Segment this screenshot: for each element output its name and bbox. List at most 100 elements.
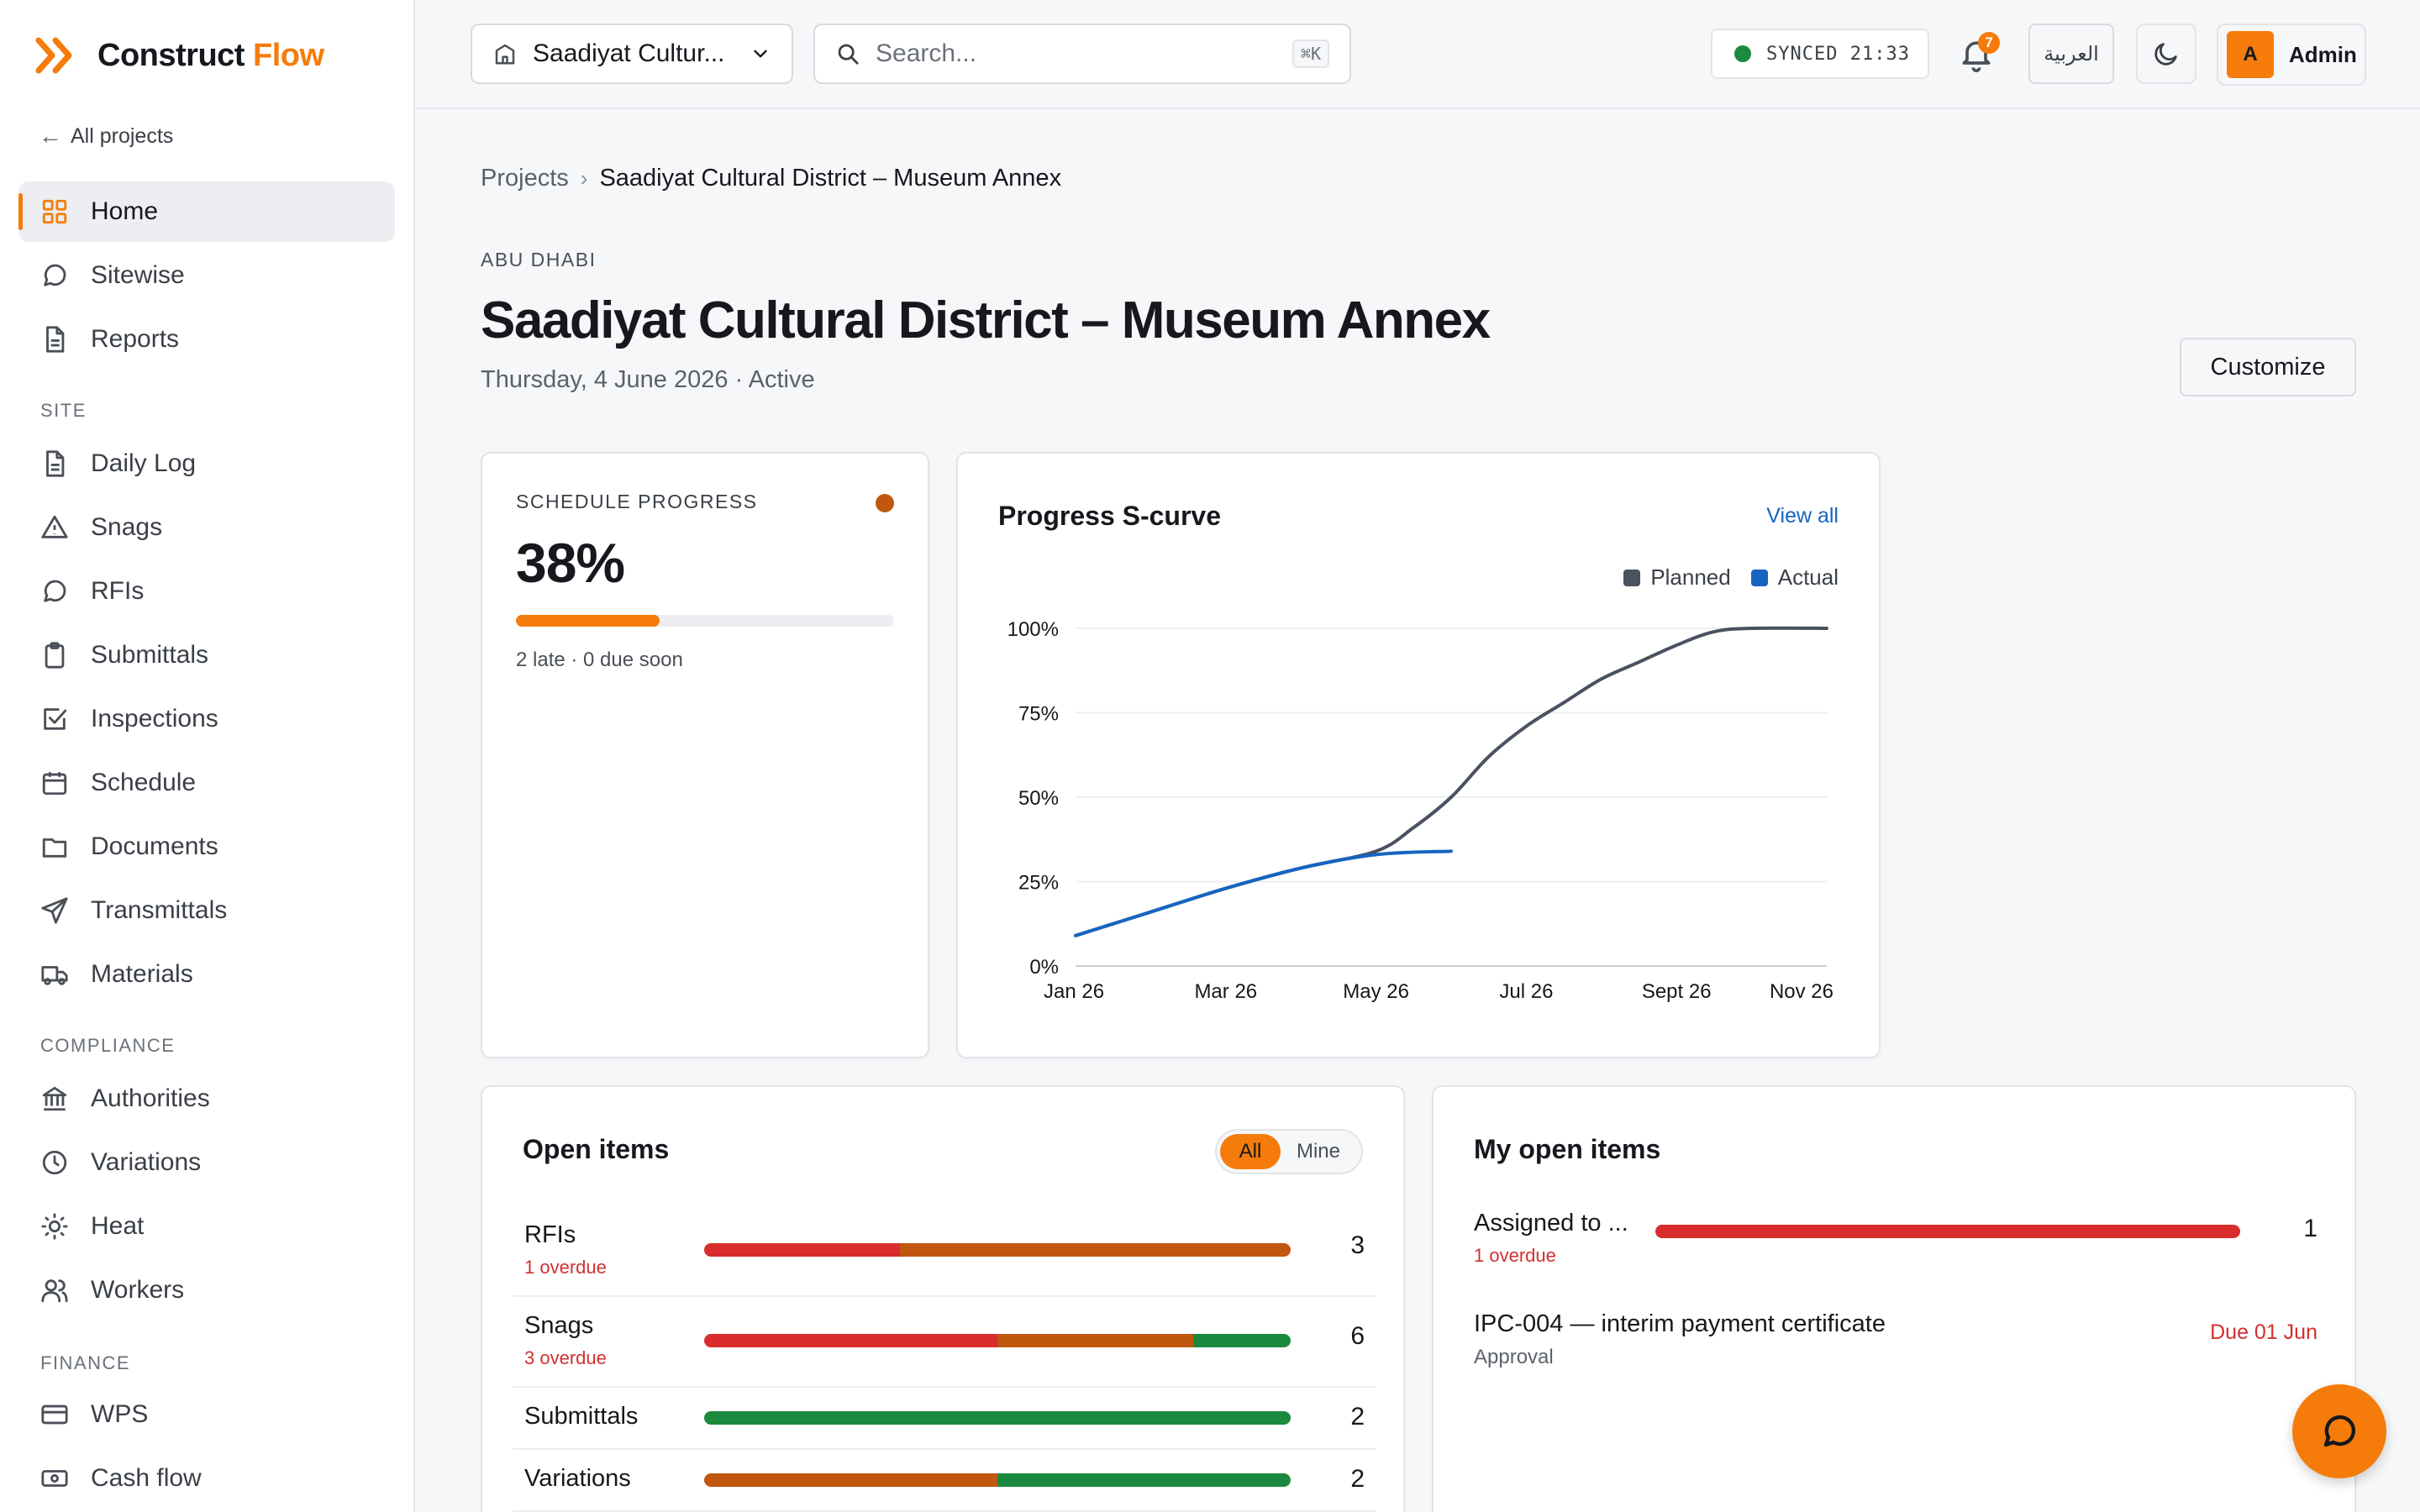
legend-swatch-planned <box>1623 569 1641 586</box>
sidebar-item-variations[interactable]: Variations <box>18 1132 395 1193</box>
s-curve-card: 0% 25% 50% 75% 100% Jan 26 Mar 26 May 26 Jul 26 S… <box>956 452 1881 1058</box>
sidebar-item-materials[interactable]: Materials <box>18 944 395 1005</box>
open-items-filter: All Mine <box>1215 1129 1363 1174</box>
users-icon <box>41 1279 68 1303</box>
building-icon <box>495 44 515 65</box>
list-item[interactable]: Assigned to ... 1 overdue 1 <box>1474 1210 2317 1268</box>
search-shortcut: ⌘K <box>1292 39 1329 68</box>
all-projects-label: All projects <box>71 123 174 148</box>
sidebar-item-inspections[interactable]: Inspections <box>18 689 395 749</box>
bar-segment <box>704 1473 997 1487</box>
x-tick-label: Mar 26 <box>1194 980 1257 1003</box>
sidebar-item-rfis[interactable]: RFIs <box>18 561 395 622</box>
series-line-actual <box>1074 849 1453 937</box>
s-curve-chart: 0% 25% 50% 75% 100% Jan 26 Mar 26 May 26 Jul 26 S… <box>1007 618 1833 1003</box>
brand-name-part1: Construct <box>97 37 245 73</box>
sidebar-item-label: WPS <box>91 1400 149 1428</box>
landmark-icon <box>42 1086 67 1111</box>
item-name: Submittals <box>524 1403 639 1430</box>
x-tick-label: Jul 26 <box>1499 980 1553 1003</box>
item-count: 2 <box>1350 1403 1365 1431</box>
list-item[interactable]: Snags 3 overdue 6 <box>513 1297 1376 1388</box>
chat-fab-button[interactable] <box>2292 1384 2386 1478</box>
x-tick-label: May 26 <box>1343 980 1409 1003</box>
bar-segment <box>704 1243 900 1257</box>
cash-icon <box>41 1470 68 1487</box>
sidebar-item-label: Cash flow <box>91 1464 202 1492</box>
sidebar-item-snags[interactable]: Snags <box>18 497 395 558</box>
sidebar-item-sitewise[interactable]: Sitewise <box>18 245 395 306</box>
schedule-progress-percent: 38% <box>516 532 625 594</box>
breadcrumb-current: Saadiyat Cultural District – Museum Anne… <box>599 165 1062 192</box>
item-bar <box>704 1243 1291 1257</box>
send-icon <box>41 897 68 924</box>
all-projects-link[interactable]: ← All projects <box>39 123 173 150</box>
search-input[interactable]: Search... ⌘K <box>813 24 1351 84</box>
x-tick-label: Sept 26 <box>1642 980 1712 1003</box>
item-bar <box>704 1334 1291 1347</box>
project-select[interactable]: Saadiyat Cultur... <box>471 24 793 84</box>
arrow-left-icon: ← <box>39 123 62 149</box>
legend-item-planned: Planned <box>1623 564 1731 591</box>
list-item[interactable]: IPC-004 — interim payment certificate Ap… <box>1474 1310 2317 1369</box>
y-tick-label: 50% <box>1018 787 1059 810</box>
truck-icon <box>41 966 68 985</box>
customize-button[interactable]: Customize <box>2180 338 2356 396</box>
list-item[interactable]: Submittals 2 <box>513 1388 1376 1450</box>
breadcrumb-projects[interactable]: Projects <box>481 165 569 192</box>
item-count: 6 <box>1350 1322 1365 1350</box>
assigned-name: Assigned to ... <box>1474 1210 1628 1236</box>
schedule-progress-fill <box>516 615 660 627</box>
schedule-progress-note: 2 late · 0 due soon <box>516 648 683 671</box>
sidebar-item-wps[interactable]: WPS <box>18 1384 395 1445</box>
sidebar-item-documents[interactable]: Documents <box>18 816 395 877</box>
sidebar-item-transmittals[interactable]: Transmittals <box>18 880 395 941</box>
legend-label-planned: Planned <box>1650 564 1731 590</box>
notifications-button[interactable]: 7 <box>1958 32 2000 72</box>
filter-all-button[interactable]: All <box>1220 1134 1281 1169</box>
project-select-value: Saadiyat Cultur... <box>533 39 725 67</box>
series-line-planned <box>1074 626 1828 937</box>
sidebar-item-reports[interactable]: Reports <box>18 309 395 370</box>
theme-toggle-button[interactable] <box>2136 24 2196 84</box>
sidebar-item-daily-log[interactable]: Daily Log <box>18 433 395 494</box>
sidebar-item-label: Variations <box>91 1148 202 1176</box>
item-type: Approval <box>1474 1346 1554 1368</box>
sidebar-item-label: Schedule <box>91 769 197 796</box>
file-text-icon <box>46 326 65 353</box>
sidebar-item-label: Transmittals <box>91 896 228 924</box>
user-menu-button[interactable]: A Admin <box>2217 24 2366 86</box>
schedule-progress-bar <box>516 615 894 627</box>
grid-icon <box>42 199 67 224</box>
sidebar-item-workers[interactable]: Workers <box>18 1260 395 1320</box>
x-tick-label: Jan 26 <box>1044 980 1104 1003</box>
chevrons-logo-icon <box>35 37 72 74</box>
sidebar-item-heat[interactable]: Heat <box>18 1196 395 1257</box>
y-tick-label: 25% <box>1018 872 1059 895</box>
file-text-icon <box>46 450 65 477</box>
sidebar-item-label: Snags <box>91 513 163 541</box>
sidebar-item-schedule[interactable]: Schedule <box>18 753 395 813</box>
project-location: ABU DHABI <box>481 249 597 270</box>
view-all-link[interactable]: View all <box>1766 504 1839 528</box>
sidebar-item-label: Submittals <box>91 641 209 669</box>
status-dot-icon <box>876 494 894 512</box>
schedule-progress-card: SCHEDULE PROGRESS 38% 2 late · 0 due soo… <box>481 452 929 1058</box>
assigned-overdue: 1 overdue <box>1474 1245 1556 1266</box>
sidebar-item-submittals[interactable]: Submittals <box>18 625 395 685</box>
legend-swatch-actual <box>1750 569 1768 586</box>
item-count: 2 <box>1350 1465 1365 1493</box>
item-bar <box>704 1411 1291 1425</box>
list-item[interactable]: RFIs 1 overdue 3 <box>513 1208 1376 1297</box>
list-item[interactable]: Variations 2 <box>513 1450 1376 1512</box>
item-name: RFIs <box>524 1221 576 1248</box>
legend-item-actual: Actual <box>1750 564 1839 591</box>
sidebar-item-label: Authorities <box>91 1084 210 1112</box>
sidebar-item-cash-flow[interactable]: Cash flow <box>18 1448 395 1509</box>
filter-mine-button[interactable]: Mine <box>1296 1140 1341 1163</box>
sidebar-item-authorities[interactable]: Authorities <box>18 1068 395 1129</box>
search-icon <box>838 44 859 65</box>
sidebar-item-home[interactable]: Home <box>18 181 395 242</box>
brand-logo[interactable]: Construct Flow <box>35 37 324 74</box>
language-button[interactable]: العربية <box>2028 24 2114 84</box>
